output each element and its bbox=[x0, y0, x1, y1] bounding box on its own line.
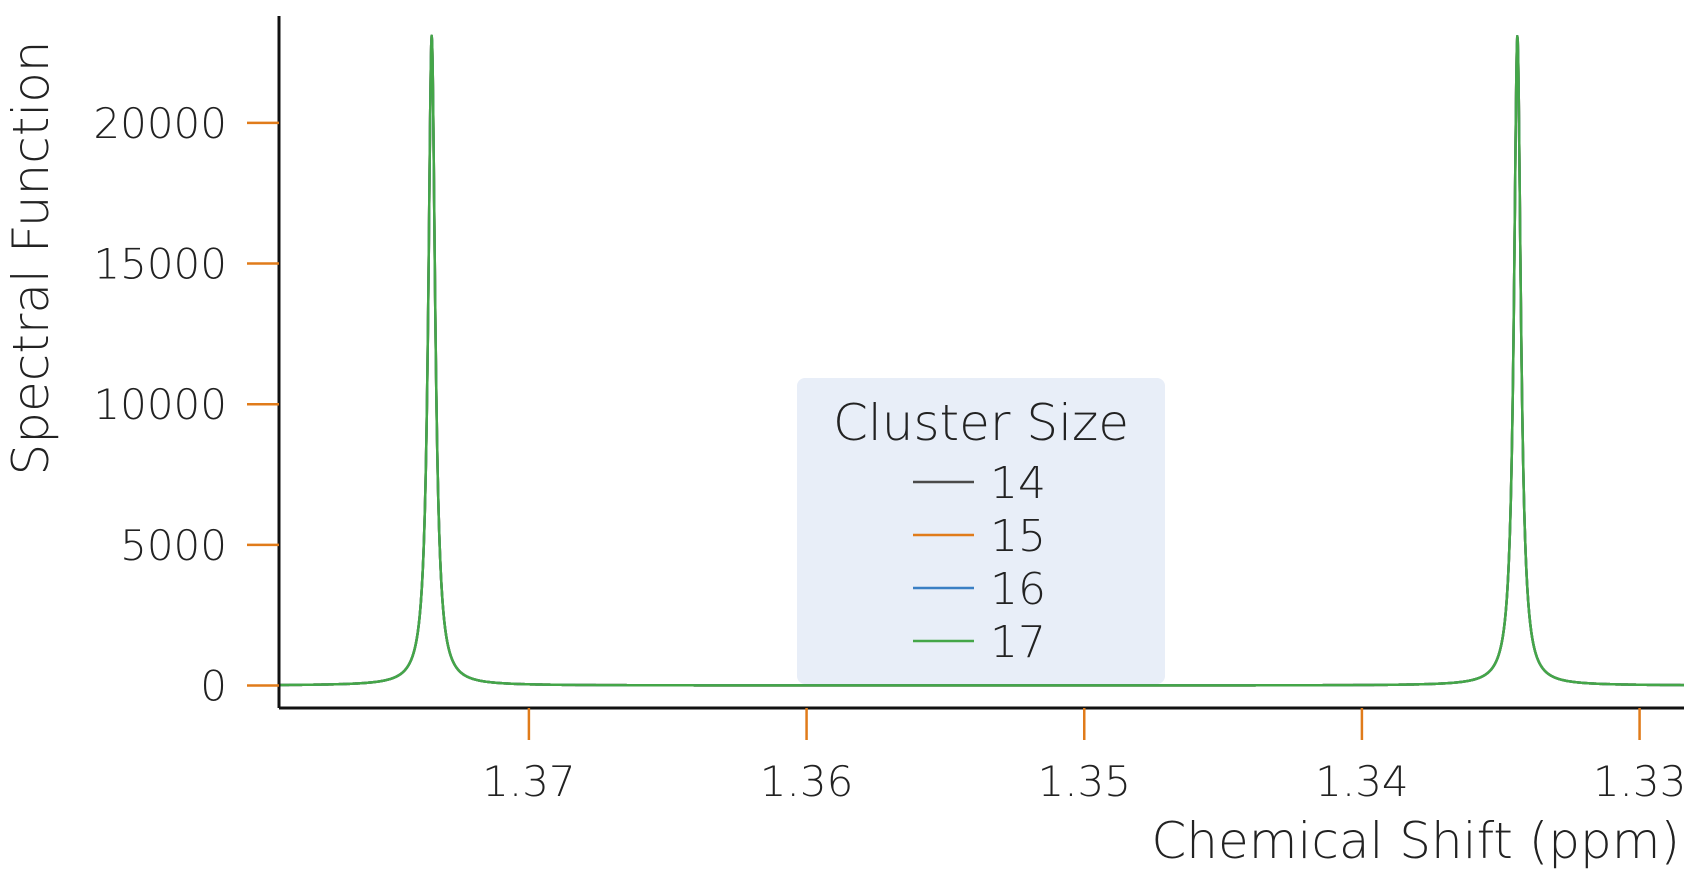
legend-label-16: 16 bbox=[990, 564, 1046, 615]
legend-label-15: 15 bbox=[990, 511, 1046, 562]
series-line-17 bbox=[278, 34, 1685, 687]
legend-label-17: 17 bbox=[990, 617, 1046, 668]
y-tick-label: 10000 bbox=[93, 380, 227, 429]
x-tick-label: 1.36 bbox=[760, 757, 854, 806]
y-tick-label: 5000 bbox=[120, 521, 227, 570]
y-axis-title: Spectral Function bbox=[2, 41, 60, 476]
legend-box bbox=[797, 378, 1165, 684]
y-tick-label: 20000 bbox=[93, 99, 227, 148]
y-ticks: 0 5000 10000 15000 20000 bbox=[93, 99, 279, 710]
series-lines bbox=[278, 34, 1685, 687]
legend-title: Cluster Size bbox=[833, 394, 1129, 452]
x-ticks: 1.37 1.36 1.35 1.34 1.33 bbox=[482, 708, 1686, 806]
x-tick-label: 1.34 bbox=[1315, 757, 1409, 806]
y-tick-label: 0 bbox=[200, 661, 227, 710]
x-tick-label: 1.35 bbox=[1037, 757, 1131, 806]
x-tick-label: 1.37 bbox=[482, 757, 576, 806]
legend-label-14: 14 bbox=[990, 458, 1046, 509]
y-tick-label: 15000 bbox=[93, 240, 227, 289]
x-axis-title: Chemical Shift (ppm) bbox=[1151, 812, 1680, 870]
x-tick-label: 1.33 bbox=[1593, 757, 1687, 806]
axes bbox=[277, 16, 1684, 710]
